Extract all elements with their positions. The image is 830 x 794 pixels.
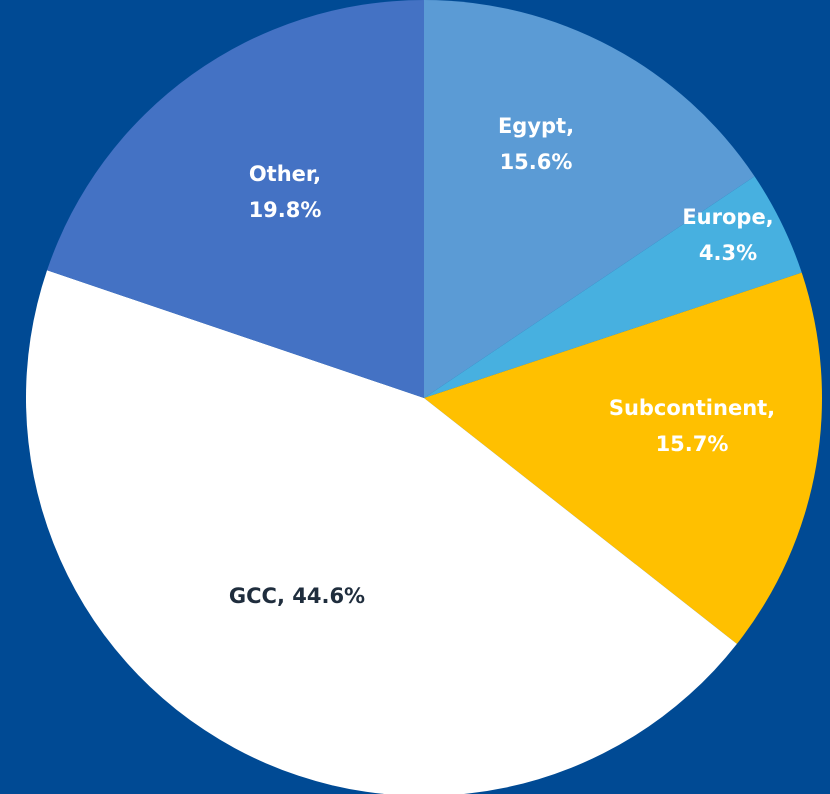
data-label-europe: Europe, 4.3%	[682, 205, 773, 265]
data-label-line1: Other,	[249, 162, 321, 186]
pie-slice-other	[47, 0, 425, 398]
pie-slice-europe	[424, 176, 802, 398]
data-label-line2: 15.6%	[500, 150, 573, 174]
pie-slice-gcc	[25, 270, 737, 794]
pie-labels: Egypt, 15.6% Europe, 4.3% Subcontinent, 15.7%…	[229, 114, 775, 608]
data-label-line2: 4.3%	[699, 241, 757, 265]
data-label-subcontinent: Subcontinent, 15.7%	[609, 396, 775, 456]
data-label-line1: GCC, 44.6%	[229, 584, 365, 608]
pie-slice-subcontinent	[424, 272, 822, 644]
pie-slices	[25, 0, 822, 794]
data-label-line1: Europe,	[682, 205, 773, 229]
data-label-egypt: Egypt, 15.6%	[498, 114, 574, 174]
pie-slice-egypt	[424, 0, 755, 398]
data-label-line1: Egypt,	[498, 114, 574, 138]
data-label-line2: 19.8%	[249, 198, 322, 222]
data-label-other: Other, 19.8%	[249, 162, 322, 222]
data-label-line1: Subcontinent,	[609, 396, 775, 420]
data-label-line2: 15.7%	[656, 432, 729, 456]
data-label-gcc: GCC, 44.6%	[229, 584, 365, 608]
